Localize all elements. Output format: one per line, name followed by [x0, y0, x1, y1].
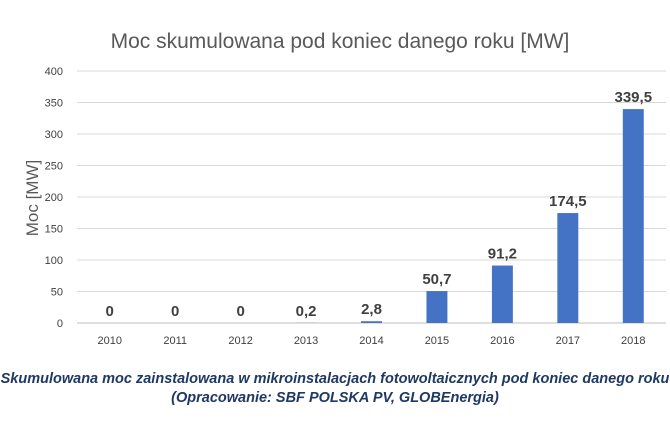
data-label: 50,7 [422, 271, 451, 288]
data-label: 2,8 [361, 301, 382, 318]
data-label: 339,5 [615, 89, 653, 106]
x-tick-label: 2015 [425, 335, 449, 347]
bar [557, 213, 579, 323]
y-axis-label: Moc [MW] [23, 160, 42, 237]
data-labels: 0 0 0 0,2 2,8 50,7 91,2 174,5 339,5 [106, 89, 653, 320]
x-tick-label: 2014 [359, 335, 383, 347]
chart-title: Moc skumulowana pod koniec danego roku [… [111, 30, 570, 53]
bar [622, 109, 644, 324]
x-axis-ticks: 2010 2011 2012 2013 2014 2015 2016 2017 2018 [97, 335, 645, 347]
bar [491, 265, 513, 323]
y-tick-label: 200 [45, 192, 63, 204]
data-label: 0 [171, 303, 179, 320]
x-tick-label: 2012 [228, 335, 252, 347]
y-axis-ticks: 0 50 100 150 200 250 300 350 400 [45, 66, 63, 330]
y-tick-label: 350 [45, 98, 63, 110]
data-label: 174,5 [549, 193, 587, 210]
x-tick-label: 2010 [97, 335, 121, 347]
x-tick-label: 2017 [556, 335, 580, 347]
bar [426, 291, 448, 323]
y-tick-label: 250 [45, 161, 63, 173]
bar [361, 321, 382, 323]
y-tick-label: 50 [51, 287, 63, 299]
data-label: 91,2 [488, 246, 517, 263]
data-label: 0 [106, 303, 114, 320]
bar-chart: Moc skumulowana pod koniec danego roku [… [23, 30, 666, 347]
y-tick-label: 100 [45, 255, 63, 267]
y-tick-label: 150 [45, 224, 63, 236]
x-tick-label: 2013 [294, 335, 318, 347]
x-tick-label: 2011 [163, 335, 187, 347]
data-label: 0 [236, 303, 244, 320]
figure-caption: Skumulowana moc zainstalowana w mikroins… [0, 371, 670, 406]
x-tick-label: 2018 [621, 335, 645, 347]
x-tick-label: 2016 [490, 335, 514, 347]
y-tick-label: 400 [45, 66, 63, 78]
gridlines [77, 70, 666, 324]
data-label: 0,2 [296, 303, 317, 320]
bars [295, 109, 644, 324]
y-tick-label: 300 [45, 129, 63, 141]
y-tick-label: 0 [57, 318, 63, 330]
